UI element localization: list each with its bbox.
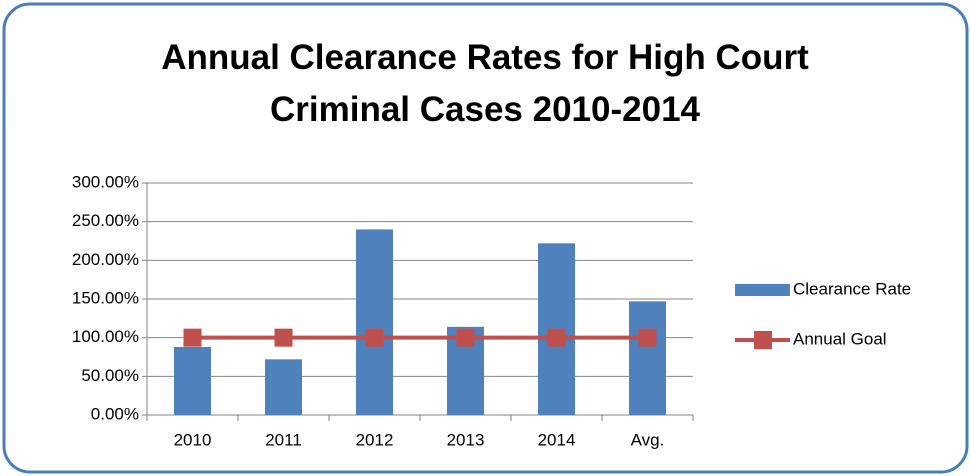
y-tick-label: 100.00% [72, 327, 139, 346]
x-tick-label: 2010 [174, 430, 212, 449]
y-tick-label: 200.00% [72, 250, 139, 269]
y-tick-label: 150.00% [72, 288, 139, 307]
line-marker [547, 328, 566, 347]
x-tick-label: 2011 [265, 430, 302, 449]
legend-label: Clearance Rate [793, 279, 911, 298]
y-tick-label: 300.00% [72, 172, 139, 191]
y-tick-label: 0.00% [91, 404, 139, 423]
bar [356, 229, 393, 415]
legend-marker [754, 331, 772, 349]
x-tick-label: Avg. [631, 430, 665, 449]
bar [265, 359, 302, 415]
bar [629, 301, 666, 415]
line-marker [365, 328, 384, 347]
line-marker [183, 328, 202, 347]
line-marker [274, 328, 293, 347]
y-tick-label: 50.00% [81, 366, 139, 385]
y-tick-label: 250.00% [72, 211, 139, 230]
line-marker [638, 328, 657, 347]
line-marker [456, 328, 475, 347]
chart-title: Annual Clearance Rates for High Court Cr… [161, 38, 809, 129]
bar [174, 346, 211, 415]
legend-swatch [735, 284, 790, 296]
x-tick-label: 2014 [538, 430, 576, 449]
legend-label: Annual Goal [793, 329, 887, 348]
x-tick-label: 2012 [356, 430, 394, 449]
x-tick-label: 2013 [447, 430, 485, 449]
